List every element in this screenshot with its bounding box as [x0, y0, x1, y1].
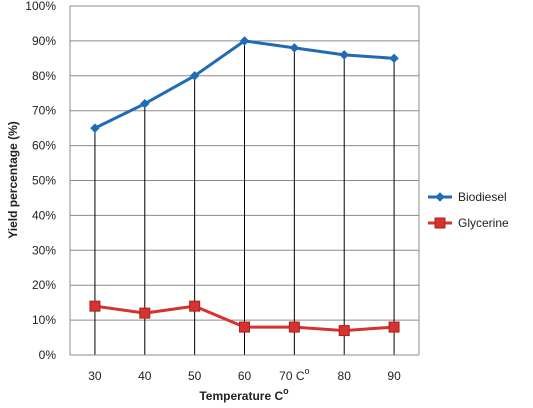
biodiesel-legend-label: Biodiesel — [458, 190, 507, 204]
glycerine-legend-label: Glycerine — [458, 216, 509, 230]
y-tick-label: 70% — [32, 104, 56, 118]
glycerine-point — [139, 307, 151, 319]
biodiesel-point — [140, 99, 150, 109]
y-tick-label: 90% — [32, 34, 56, 48]
y-tick-label: 50% — [32, 174, 56, 188]
biodiesel-point — [289, 43, 300, 53]
series-group — [89, 36, 400, 337]
glycerine-legend-marker — [434, 217, 446, 229]
x-axis-title: Temperature Co — [199, 386, 289, 403]
x-tick-label: 50 — [188, 369, 202, 383]
biodiesel-point — [90, 123, 100, 133]
x-tick-label: 80 — [338, 369, 352, 383]
x-tick-label: 40 — [138, 369, 152, 383]
x-axis-title-superscript: o — [283, 386, 289, 396]
biodiesel-series — [90, 36, 399, 133]
y-tick-label: 0% — [39, 348, 57, 362]
x-tick-label: 70 Co — [279, 366, 309, 383]
glycerine-point — [288, 321, 300, 333]
x-tick-label: 30 — [88, 369, 102, 383]
glycerine-series — [89, 300, 400, 337]
axes — [69, 6, 420, 356]
y-tick-label: 10% — [32, 313, 56, 327]
biodiesel-point — [189, 71, 200, 81]
x-axis-title-text: Temperature C — [199, 389, 283, 403]
y-tick-label: 20% — [32, 278, 56, 292]
tick-labels: 0% 10% 20% 30% 40% 50% 60% 70% 80% 90% 100% 30 40 50 6… — [25, 0, 401, 383]
x-tick-label: 90 — [387, 369, 401, 383]
biodiesel-point — [389, 53, 399, 64]
glycerine-point — [89, 300, 101, 312]
biodiesel-legend-marker — [435, 192, 445, 202]
biodiesel-point — [339, 50, 349, 60]
y-axis-title: Yield percentage (%) — [6, 121, 20, 239]
y-tick-label: 80% — [32, 69, 56, 83]
glycerine-point — [189, 300, 201, 312]
x-tick-label: 60 — [238, 369, 252, 383]
y-tick-label: 60% — [32, 139, 56, 153]
legend: Biodiesel Glycerine — [428, 190, 509, 230]
y-tick-label: 30% — [32, 243, 56, 257]
biodiesel-point — [239, 36, 250, 46]
y-tick-label: 40% — [32, 208, 56, 222]
glycerine-point — [338, 325, 350, 337]
glycerine-point — [239, 321, 250, 333]
glycerine-point — [388, 321, 400, 333]
y-tick-label: 100% — [25, 0, 56, 13]
